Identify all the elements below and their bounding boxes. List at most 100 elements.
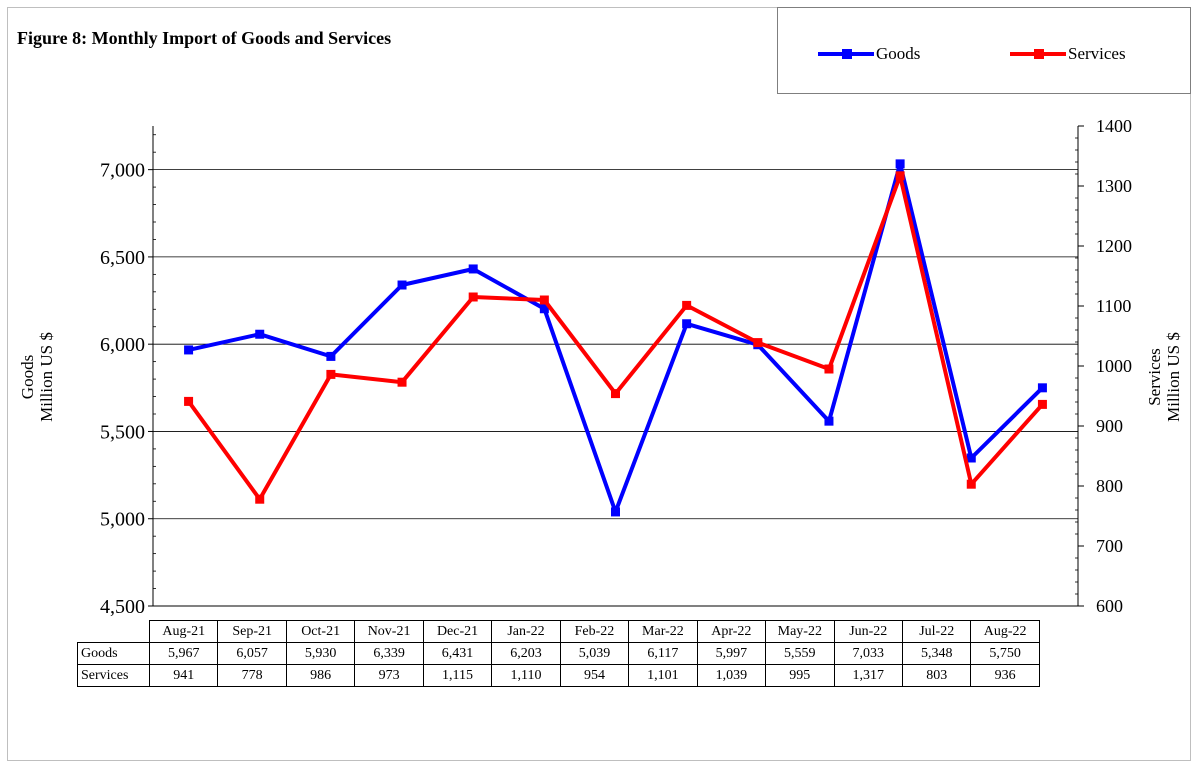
goods-value-oct-21: 5,930	[285, 642, 356, 665]
left-tick-label-7000: 7,000	[100, 160, 145, 182]
category-label-dec-21: Dec-21	[422, 620, 493, 643]
right-tick-label-900: 900	[1096, 416, 1123, 436]
services-value-oct-21: 986	[285, 664, 356, 687]
right-tick-label-1000: 1000	[1096, 356, 1132, 376]
right-tick-label-600: 600	[1096, 596, 1123, 616]
services-value-may-22: 995	[765, 664, 835, 687]
right-axis-title-line1: Services	[1145, 348, 1164, 406]
goods-value-mar-22: 6,117	[628, 642, 698, 665]
chart-title: Figure 8: Monthly Import of Goods and Se…	[17, 28, 392, 48]
left-tick-label-5500: 5,500	[100, 421, 145, 443]
point-goods-mar-22	[682, 319, 692, 329]
services-value-jun-22: 1,317	[833, 664, 903, 687]
goods-value-aug-22: 5,750	[970, 642, 1040, 665]
data-table-row-label-goods: Goods	[77, 642, 150, 665]
left-axis-title: Goods Million US $	[18, 327, 56, 427]
category-label-may-22: May-22	[765, 620, 835, 643]
left-tick-label-6000: 6,000	[100, 334, 145, 356]
category-label-jun-22: Jun-22	[833, 620, 903, 643]
category-label-aug-21: Aug-21	[148, 620, 219, 643]
point-services-apr-22	[753, 338, 763, 348]
right-tick-label-1400: 1400	[1096, 116, 1132, 136]
legend-label-services: Services	[1068, 44, 1126, 63]
point-goods-may-22	[824, 416, 834, 426]
data-table-header-row: Aug-21 Sep-21 Oct-21 Nov-21 Dec-21 Jan-22 Feb-…	[78, 620, 1040, 643]
category-label-nov-21: Nov-21	[354, 620, 424, 643]
point-services-dec-21	[468, 292, 478, 302]
goods-value-jan-22: 6,203	[491, 642, 561, 665]
goods-value-jul-22: 5,348	[901, 642, 972, 665]
data-table-goods-row: Goods 5,967 6,057 5,930 6,339 6,431 6,203 5,039…	[77, 642, 1040, 665]
point-services-sep-21	[255, 494, 265, 504]
services-value-jul-22: 803	[901, 664, 972, 687]
services-value-sep-21: 778	[217, 664, 287, 687]
point-goods-jun-22	[895, 159, 905, 169]
goods-value-nov-21: 6,339	[354, 642, 424, 665]
point-services-oct-21	[326, 369, 336, 379]
series-line-goods	[186, 161, 1045, 514]
category-label-mar-22: Mar-22	[628, 620, 698, 643]
category-label-jul-22: Jul-22	[901, 620, 972, 643]
data-table: Aug-21 Sep-21 Oct-21 Nov-21 Dec-21 Jan-22 Feb-…	[77, 620, 1040, 687]
data-table-services-row: Services 941 778 986 973 1,115 1,110 954 1,101 1,…	[77, 664, 1040, 687]
point-services-may-22	[824, 364, 834, 374]
services-value-jan-22: 1,110	[491, 664, 561, 687]
left-axis-title-line1: Goods	[18, 354, 37, 400]
legend: Goods Services	[777, 7, 1191, 94]
right-tick-label-800: 800	[1096, 476, 1123, 496]
services-value-aug-22: 936	[970, 664, 1040, 687]
point-services-jun-22	[895, 171, 905, 181]
category-label-sep-21: Sep-21	[217, 620, 287, 643]
point-services-aug-22	[1037, 399, 1047, 409]
right-tick-label-700: 700	[1096, 536, 1123, 556]
goods-value-sep-21: 6,057	[217, 642, 287, 665]
goods-value-dec-21: 6,431	[422, 642, 493, 665]
point-goods-jan-22	[539, 304, 549, 314]
category-label-jan-22: Jan-22	[491, 620, 561, 643]
category-label-oct-21: Oct-21	[285, 620, 356, 643]
point-goods-dec-21	[468, 264, 478, 274]
right-tick-label-1100: 1100	[1096, 296, 1131, 316]
right-axis-title: Services Million US $	[1145, 327, 1183, 427]
point-goods-aug-21	[184, 345, 194, 355]
services-value-feb-22: 954	[559, 664, 630, 687]
goods-value-feb-22: 5,039	[559, 642, 630, 665]
point-services-jul-22	[966, 479, 976, 489]
point-goods-jul-22	[966, 453, 976, 463]
point-goods-feb-22	[611, 507, 620, 517]
point-goods-sep-21	[255, 329, 265, 339]
point-goods-oct-21	[326, 351, 336, 361]
left-tick-label-6500: 6,500	[100, 247, 145, 269]
services-value-apr-22: 1,039	[696, 664, 767, 687]
left-axis-title-line2: Million US $	[37, 332, 56, 422]
right-tick-label-1300: 1300	[1096, 176, 1132, 196]
point-goods-aug-22	[1037, 383, 1047, 393]
category-label-aug-22: Aug-22	[970, 620, 1040, 643]
goods-value-apr-22: 5,997	[696, 642, 767, 665]
right-tick-label-1200: 1200	[1096, 236, 1132, 256]
point-services-nov-21	[397, 377, 407, 387]
right-axis-title-line2: Million US $	[1164, 332, 1183, 422]
chart-frame	[7, 7, 1191, 761]
point-services-mar-22	[682, 300, 692, 310]
point-goods-nov-21	[397, 280, 407, 290]
goods-value-aug-21: 5,967	[148, 642, 219, 665]
goods-value-jun-22: 7,033	[833, 642, 903, 665]
services-value-dec-21: 1,115	[422, 664, 493, 687]
data-table-corner	[78, 621, 150, 643]
legend-marker-services	[1034, 49, 1044, 59]
category-label-feb-22: Feb-22	[559, 620, 630, 643]
services-value-aug-21: 941	[148, 664, 219, 687]
category-label-apr-22: Apr-22	[696, 620, 767, 643]
left-tick-label-5000: 5,000	[100, 509, 145, 531]
data-table-row-label-services: Services	[77, 664, 150, 687]
legend-marker-goods	[842, 49, 852, 59]
services-value-nov-21: 973	[354, 664, 424, 687]
goods-value-may-22: 5,559	[765, 642, 835, 665]
services-value-mar-22: 1,101	[628, 664, 698, 687]
point-services-jan-22	[539, 295, 549, 305]
left-tick-label-4500: 4,500	[100, 596, 145, 618]
point-services-aug-21	[184, 396, 194, 406]
point-services-feb-22	[611, 389, 620, 399]
